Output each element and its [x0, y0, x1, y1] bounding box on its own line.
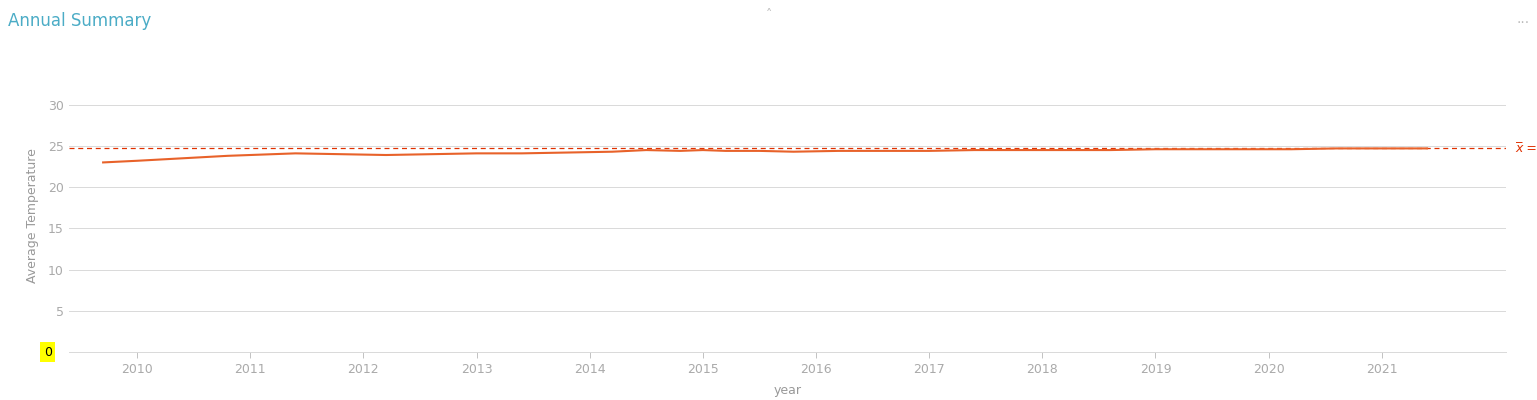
Y-axis label: Average Temperature: Average Temperature	[26, 148, 40, 284]
Text: ...: ...	[1515, 12, 1529, 26]
Text: x̅ = 24.7: x̅ = 24.7	[1515, 142, 1537, 155]
Text: Annual Summary: Annual Summary	[8, 12, 151, 30]
Text: ˄: ˄	[765, 8, 772, 21]
X-axis label: year: year	[773, 384, 802, 398]
Text: 0: 0	[45, 346, 52, 358]
